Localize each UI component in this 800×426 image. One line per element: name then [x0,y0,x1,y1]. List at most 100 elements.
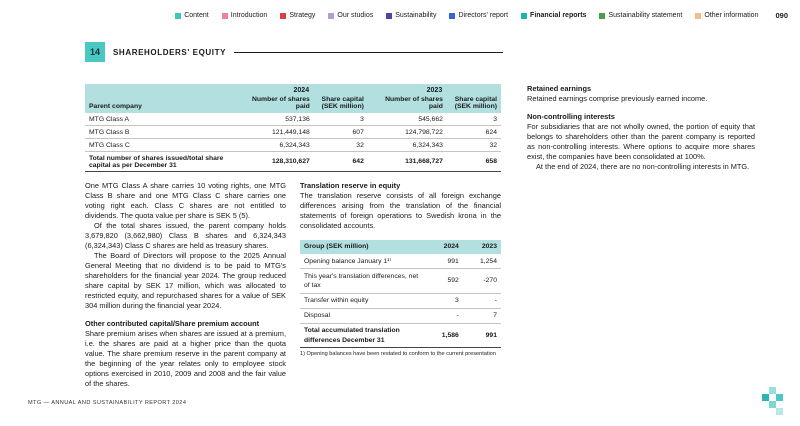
row-label: Total accumulated translation difference… [300,322,425,349]
row-label: Opening balance January 1¹⁾ [300,254,425,270]
nav-item-label: Our studios [337,12,374,19]
nav-item-label: Directors' report [458,12,509,19]
cell-value: 642 [313,151,368,172]
column-header: 2023 [462,239,501,255]
year-header-2024: 2024 [234,84,368,95]
column-header: 2024 [424,239,463,255]
nav-square-icon [599,12,606,19]
mtg-pixel-logo [762,387,784,416]
table-row: This year's translation differences, net… [300,268,501,294]
nav-item-label: Introduction [230,12,268,19]
paragraph: One MTG Class A share carries 10 voting … [85,181,286,220]
left-block: 2024 2023 Parent company Number of share… [85,84,501,389]
table-row: Opening balance January 1¹⁾ 991 1,254 [300,254,501,270]
text-column-3: Retained earnings Retained earnings comp… [527,84,755,389]
subsection-heading: Other contributed capital/Share premium … [85,318,260,328]
cell-value: 32 [446,138,501,152]
nav-square-icon [386,12,393,19]
paragraph: At the end of 2024, there are no non-con… [536,161,750,171]
cell-value: 991 [424,254,463,270]
text-column-2: Translation reserve in equity The transl… [300,181,501,389]
main-content: 2024 2023 Parent company Number of share… [85,84,767,389]
cell-value: - [462,293,501,309]
nav-item-introduction[interactable]: Introduction [221,12,268,19]
subsection-heading: Translation reserve in equity [300,181,401,190]
row-label: This year's translation differences, net… [300,268,425,294]
nav-square-icon [695,12,702,19]
nav-square-icon [521,12,528,19]
subsection-heading: Non-controlling interests [527,111,615,121]
cell-value: 6,324,343 [234,138,314,152]
cell-value: 545,662 [367,113,447,126]
page-number: 090 [775,11,788,20]
column-header: Share capital (SEK million) [313,95,368,113]
text-column-1: One MTG Class A share carries 10 voting … [85,181,286,389]
cell-value: 1,586 [424,322,463,349]
cell-value: 121,449,148 [234,125,314,139]
nav-item-our-studios[interactable]: Our studios [328,12,373,19]
cell-value: -270 [462,268,501,294]
nav-square-icon [328,12,335,19]
table-row: Disposal - 7 [300,308,501,324]
table-total-row: Total number of shares issued/total shar… [85,151,501,172]
nav-square-icon [221,12,228,19]
paragraph: Share premium arises when shares are iss… [85,328,286,388]
row-label: MTG Class B [85,125,235,139]
translation-table-header-row: Group (SEK million) 2024 2023 [300,239,501,255]
shares-table-header-row: Parent company Number of shares paid Sha… [85,95,501,113]
cell-value: 592 [424,268,463,294]
paragraph: The translation reserve consists of all … [300,190,501,230]
cell-value: 1,254 [462,254,501,270]
table-row: MTG Class B 121,449,148 607 124,798,722 … [85,125,501,139]
nav-item-label: Strategy [289,12,316,19]
paragraph: Retained earnings comprise previously ea… [527,93,708,103]
table-total-row: Total accumulated translation difference… [300,322,501,349]
year-header-2023: 2023 [367,84,501,95]
logo-pixel [776,394,783,401]
column-header: Number of shares paid [234,95,314,113]
top-navigation: Content Introduction Strategy Our studio… [175,11,788,20]
nav-item-label: Financial reports [530,12,587,19]
nav-item-financial-reports[interactable]: Financial reports [521,12,586,19]
cell-value: 131,668,727 [367,151,447,172]
subsection-heading: Retained earnings [527,84,592,93]
nav-item-directors-report[interactable]: Directors' report [449,12,508,19]
row-label: Disposal [300,308,425,324]
cell-value: 991 [462,322,501,349]
cell-value: 3 [424,293,463,309]
column-header: Group (SEK million) [300,239,425,255]
cell-value: 607 [313,125,368,139]
nav-item-sustainability[interactable]: Sustainability [386,12,436,19]
section-rule [234,51,503,53]
cell-value: 658 [446,151,501,172]
cell-value: 3 [446,113,501,126]
table-footnote: 1) Opening balances have been restated t… [300,351,496,358]
cell-value: 128,310,627 [234,151,314,172]
logo-pixel [769,401,776,408]
nav-item-strategy[interactable]: Strategy [280,12,315,19]
row-label: MTG Class C [85,138,235,152]
nav-item-label: Content [184,12,209,19]
translation-table: Group (SEK million) 2024 2023 Opening ba… [300,239,501,349]
table-row: MTG Class C 6,324,343 32 6,324,343 32 [85,138,501,152]
cell-value: 32 [313,138,368,152]
row-label: Transfer within equity [300,293,425,309]
nav-item-sustainability-statement[interactable]: Sustainability statement [599,12,682,19]
table-row: MTG Class A 537,136 3 545,662 3 [85,113,501,126]
note-number-badge: 14 [85,42,105,62]
logo-pixel [776,408,783,415]
paragraph: Of the total shares issued, the parent c… [85,220,286,250]
cell-value: 537,136 [234,113,314,126]
section-header: 14 SHAREHOLDERS' EQUITY [85,42,503,62]
nav-item-other-information[interactable]: Other information [695,12,758,19]
spacer-cell [85,84,235,95]
shares-table-year-row: 2024 2023 [85,84,501,95]
nav-square-icon [175,12,182,19]
cell-value: - [424,308,463,324]
nav-item-content[interactable]: Content [175,12,209,19]
body-text-columns: One MTG Class A share carries 10 voting … [85,181,501,389]
nav-item-label: Sustainability [395,12,437,19]
logo-pixel [762,394,769,401]
nav-item-label: Other information [704,12,759,19]
